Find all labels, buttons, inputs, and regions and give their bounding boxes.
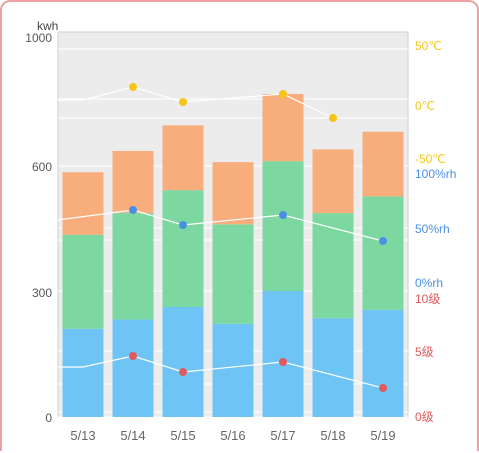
bar-segment: [162, 306, 204, 417]
bar-segment: [212, 162, 254, 225]
series-point: [379, 237, 387, 245]
right-axis-label: 0%rh: [415, 276, 443, 290]
bar-segment: [262, 161, 304, 291]
bar-segment: [212, 323, 254, 417]
series-point: [279, 90, 287, 98]
bar-segment: [362, 196, 404, 310]
bar-segment: [262, 94, 304, 162]
bar-segment: [312, 213, 354, 319]
series-point: [129, 83, 137, 91]
series-point: [279, 211, 287, 219]
series-point: [129, 352, 137, 360]
series-line: [58, 86, 334, 119]
bar-segment: [212, 224, 254, 324]
series-line: [58, 355, 384, 389]
right-axis-label: -50℃: [415, 152, 446, 166]
right-axis-label: 0级: [415, 410, 434, 424]
bar-segment: [262, 291, 304, 417]
bar-segment: [112, 319, 154, 417]
bar-segment: [112, 150, 154, 214]
right-axis-label: 100%rh: [415, 167, 456, 181]
series-point: [179, 221, 187, 229]
x-tick-label: 5/17: [270, 428, 295, 443]
x-tick-label: 5/13: [70, 428, 95, 443]
y-axis-title: kwh: [37, 19, 58, 33]
right-axis-label: 0℃: [415, 99, 435, 113]
x-tick-label: 5/14: [120, 428, 145, 443]
bar-segment: [312, 149, 354, 214]
bar-segment: [362, 131, 404, 197]
series-point: [129, 206, 137, 214]
y-tick-label: 1000: [25, 31, 52, 45]
bar-segment: [112, 213, 154, 320]
y-tick-label: 300: [32, 286, 52, 300]
series-point: [179, 368, 187, 376]
bar-segment: [362, 309, 404, 417]
x-tick-label: 5/16: [220, 428, 245, 443]
bar-segment: [162, 190, 204, 307]
series-point: [379, 384, 387, 392]
right-axis-label: 50℃: [415, 39, 442, 53]
x-tick-label: 5/18: [320, 428, 345, 443]
series-point: [279, 358, 287, 366]
x-tick-label: 5/15: [170, 428, 195, 443]
y-tick-label: 600: [32, 160, 52, 174]
right-axis-label: 50%rh: [415, 222, 450, 236]
right-axis-label: 5级: [415, 345, 434, 359]
y-tick-label: 0: [45, 411, 52, 425]
series-point: [179, 98, 187, 106]
x-tick-label: 5/19: [370, 428, 395, 443]
bar-segment: [62, 328, 104, 417]
right-axis-label: 10级: [415, 292, 440, 306]
series-point: [329, 114, 337, 122]
bar-segment: [312, 318, 354, 417]
bar-segment: [62, 172, 104, 235]
bar-segment: [162, 125, 204, 191]
bar-segment: [62, 234, 104, 329]
